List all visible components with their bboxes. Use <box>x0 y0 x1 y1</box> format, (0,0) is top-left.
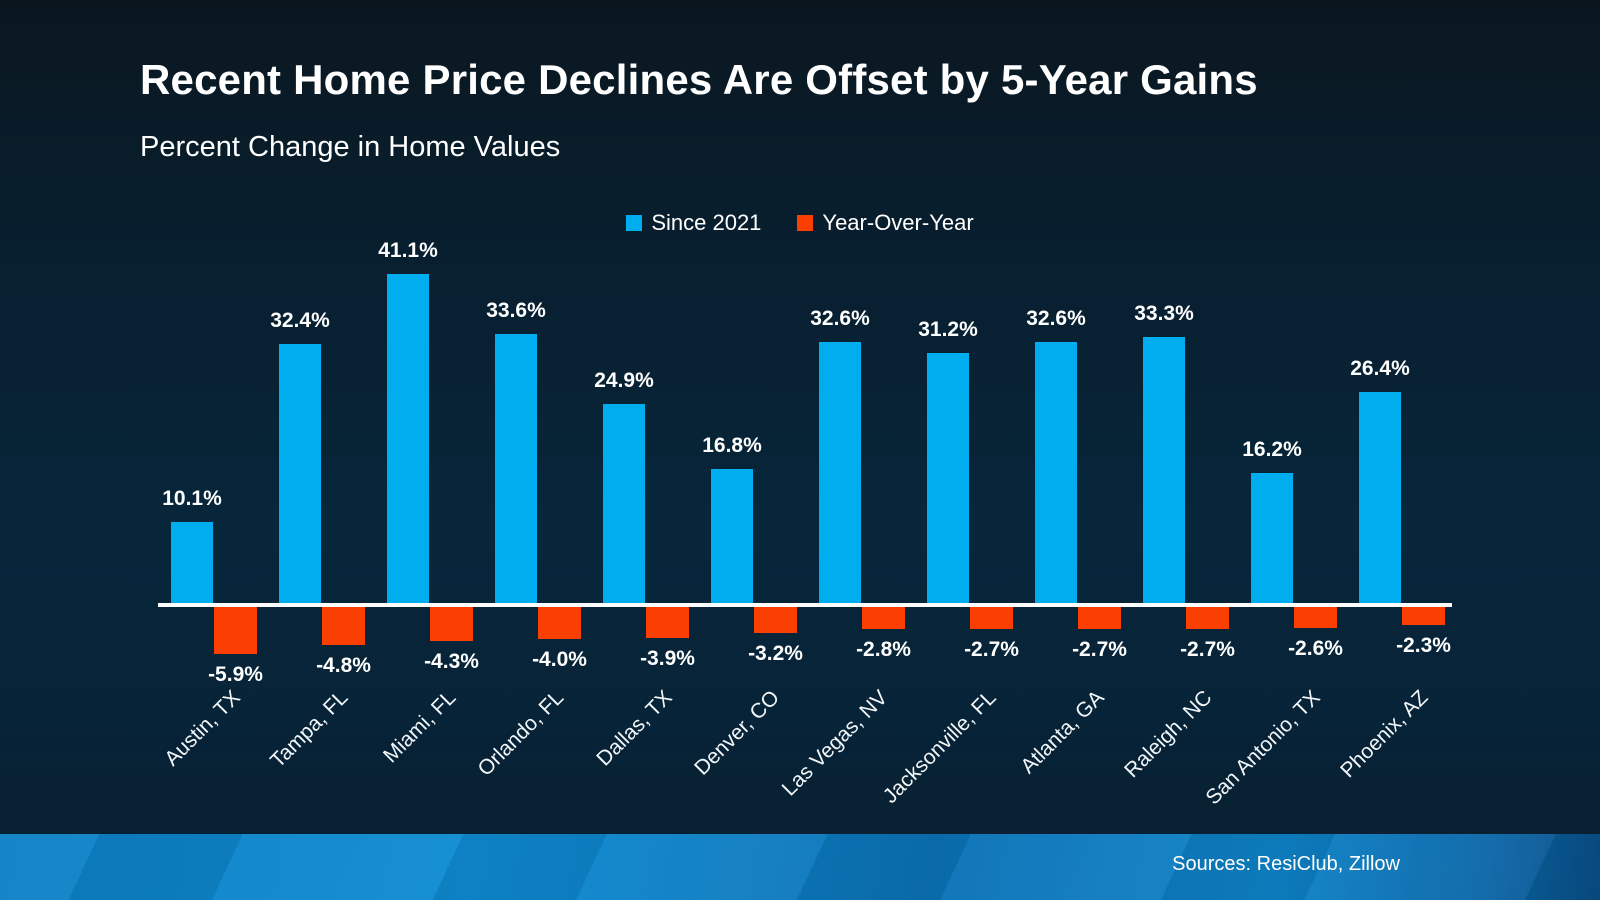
bar-since-2021-orlando-fl <box>495 334 537 603</box>
x-tick-label-orlando-fl: Orlando, FL <box>473 686 569 781</box>
value-label-year-over-year-atlanta-ga: -2.7% <box>1072 637 1127 661</box>
bar-year-over-year-orlando-fl <box>538 607 581 639</box>
value-label-year-over-year-austin-tx: -5.9% <box>208 663 263 687</box>
legend-label-since-2021: Since 2021 <box>651 210 762 235</box>
page-subtitle: Percent Change in Home Values <box>140 131 561 163</box>
bar-since-2021-denver-co <box>711 468 753 603</box>
bar-year-over-year-san-antonio-tx <box>1294 607 1337 628</box>
footer-band <box>0 834 1600 900</box>
bar-since-2021-jacksonville-fl <box>927 353 969 603</box>
bar-year-over-year-tampa-fl <box>322 607 365 646</box>
sources-label: Sources: ResiClub, Zillow <box>1172 853 1400 875</box>
x-tick-label-raleigh-nc: Raleigh, NC <box>1119 686 1217 783</box>
bar-year-over-year-miami-fl <box>430 607 473 642</box>
bar-since-2021-raleigh-nc <box>1143 336 1185 603</box>
value-label-since-2021-dallas-tx: 24.9% <box>594 368 654 392</box>
legend-swatch-year-over-year-icon <box>797 215 814 231</box>
value-label-since-2021-denver-co: 16.8% <box>702 433 762 457</box>
bar-year-over-year-denver-co <box>754 607 797 633</box>
value-label-year-over-year-las-vegas-nv: -2.8% <box>856 638 911 662</box>
value-label-year-over-year-orlando-fl: -4.0% <box>532 648 587 671</box>
legend-label-year-over-year: Year-Over-Year <box>822 210 974 235</box>
value-label-since-2021-san-antonio-tx: 16.2% <box>1242 438 1302 462</box>
x-tick-label-phoenix-az: Phoenix, AZ <box>1335 686 1433 783</box>
value-label-year-over-year-san-antonio-tx: -2.6% <box>1288 636 1343 660</box>
value-label-since-2021-miami-fl: 41.1% <box>378 239 438 263</box>
x-axis-baseline <box>158 603 1452 607</box>
value-label-since-2021-las-vegas-nv: 32.6% <box>810 307 870 331</box>
bar-year-over-year-atlanta-ga <box>1078 607 1121 629</box>
value-label-year-over-year-denver-co: -3.2% <box>748 641 803 665</box>
bar-year-over-year-raleigh-nc <box>1186 607 1229 629</box>
bar-since-2021-miami-fl <box>387 274 429 603</box>
legend-swatch-since-2021-icon <box>626 215 643 231</box>
value-label-year-over-year-tampa-fl: -4.8% <box>316 654 371 678</box>
x-tick-label-atlanta-ga: Atlanta, GA <box>1016 686 1109 779</box>
value-label-year-over-year-jacksonville-fl: -2.7% <box>964 637 1019 661</box>
value-label-year-over-year-phoenix-az: -2.3% <box>1396 634 1451 658</box>
x-tick-label-tampa-fl: Tampa, FL <box>265 686 353 773</box>
x-tick-label-jacksonville-fl: Jacksonville, FL <box>878 686 1001 808</box>
value-label-since-2021-atlanta-ga: 32.6% <box>1026 307 1086 331</box>
value-label-year-over-year-dallas-tx: -3.9% <box>640 647 695 671</box>
chart-legend: Since 2021 Year-Over-Year <box>0 210 1600 236</box>
bar-since-2021-tampa-fl <box>279 343 321 603</box>
bar-year-over-year-jacksonville-fl <box>970 607 1013 629</box>
bar-since-2021-dallas-tx <box>603 403 645 603</box>
legend-item-year-over-year: Year-Over-Year <box>797 210 974 236</box>
value-label-since-2021-jacksonville-fl: 31.2% <box>918 318 978 342</box>
x-tick-label-denver-co: Denver, CO <box>690 686 785 780</box>
x-tick-label-san-antonio-tx: San Antonio, TX <box>1200 686 1325 810</box>
bar-since-2021-phoenix-az <box>1359 391 1401 603</box>
x-tick-label-miami-fl: Miami, FL <box>378 686 461 768</box>
value-label-since-2021-phoenix-az: 26.4% <box>1350 356 1410 380</box>
legend-item-since-2021: Since 2021 <box>626 210 761 236</box>
bar-year-over-year-dallas-tx <box>646 607 689 639</box>
bar-year-over-year-phoenix-az <box>1402 607 1445 626</box>
bar-since-2021-las-vegas-nv <box>819 342 861 603</box>
value-label-since-2021-orlando-fl: 33.6% <box>486 299 546 323</box>
bar-since-2021-austin-tx <box>171 522 213 603</box>
x-tick-label-las-vegas-nv: Las Vegas, NV <box>777 686 893 801</box>
value-label-year-over-year-raleigh-nc: -2.7% <box>1180 637 1235 661</box>
value-label-since-2021-raleigh-nc: 33.3% <box>1134 301 1194 325</box>
bar-since-2021-atlanta-ga <box>1035 342 1077 603</box>
x-tick-label-dallas-tx: Dallas, TX <box>591 686 677 771</box>
value-label-year-over-year-miami-fl: -4.3% <box>424 650 479 674</box>
bar-year-over-year-austin-tx <box>214 607 257 655</box>
page-title: Recent Home Price Declines Are Offset by… <box>140 56 1258 103</box>
value-label-since-2021-austin-tx: 10.1% <box>162 487 222 511</box>
value-label-since-2021-tampa-fl: 32.4% <box>270 308 330 332</box>
x-tick-label-austin-tx: Austin, TX <box>159 686 245 771</box>
bar-year-over-year-las-vegas-nv <box>862 607 905 630</box>
bar-since-2021-san-antonio-tx <box>1251 473 1293 603</box>
